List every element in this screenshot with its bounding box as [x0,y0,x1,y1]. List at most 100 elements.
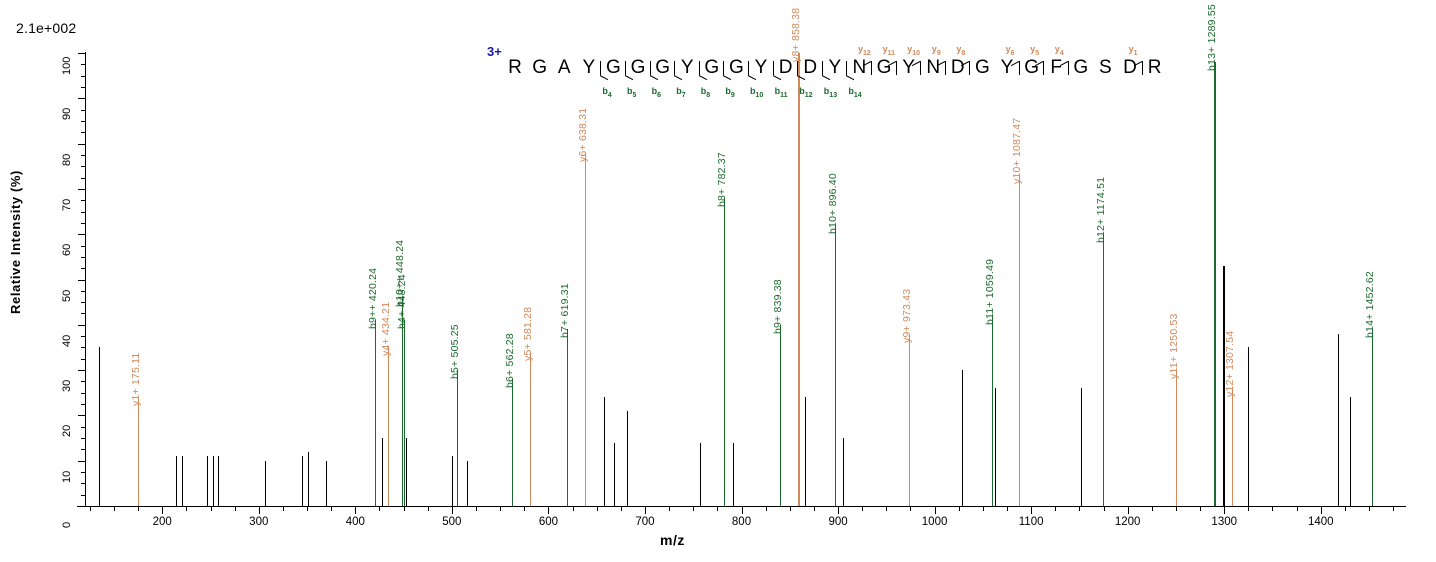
y-ion-label: y5 [1030,44,1040,57]
x-axis-tick-label: 800 [731,516,752,528]
peak-unassigned[interactable] [1349,397,1351,506]
peak-y-ion[interactable] [1231,388,1233,506]
peak-unassigned[interactable] [181,456,183,506]
x-axis-minor-tick [1272,507,1274,511]
x-axis-major-tick [1127,507,1129,514]
peak-b-ion[interactable] [1103,234,1105,506]
sequence-residue: S [1099,57,1112,78]
peak-y-ion[interactable] [908,333,910,506]
x-axis-minor-tick [958,507,960,511]
sequence-residue: Y [582,57,596,78]
y-axis-minor-tick [81,64,85,66]
peak-b-ion[interactable] [834,225,836,506]
peak-unassigned[interactable] [1223,265,1226,506]
peak-unassigned[interactable] [1248,347,1250,506]
peak-b-ion[interactable] [456,370,458,506]
peak-b-ion[interactable] [724,197,726,506]
b-ion-label: b12 [799,86,813,99]
y-ion-cut-mark [969,61,971,75]
y-ion-label: y8 [956,44,966,57]
peak-b-ion[interactable] [404,320,406,506]
peak-y-ion[interactable] [1176,370,1178,506]
sequence-residue: G [1073,57,1089,78]
sequence-residue: Y [902,57,915,78]
y-axis-minor-tick [81,392,85,394]
y-axis-tick-label: 70 [61,198,73,211]
peak-unassigned[interactable] [213,456,215,506]
sequence-residue: G [975,57,990,78]
y-axis-tick-label: 10 [61,470,73,483]
peak-unassigned[interactable] [206,456,208,506]
peak-y-ion[interactable] [585,152,587,506]
peak-unassigned[interactable] [995,388,997,506]
peak-b-ion[interactable] [511,379,513,506]
peak-y-ion[interactable] [530,351,532,506]
peak-unassigned[interactable] [1338,333,1340,506]
x-axis-minor-tick [717,507,719,511]
peak-b-ion[interactable] [567,329,569,506]
peak-unassigned[interactable] [218,456,220,506]
peak-label: b7+ 619.31 [559,283,572,339]
peak-unassigned[interactable] [405,438,407,506]
peak-unassigned[interactable] [732,442,734,506]
peak-unassigned[interactable] [467,460,469,506]
y-axis-major-tick [78,370,85,372]
b-ion-cut-mark [748,61,749,75]
peak-y-ion[interactable] [1019,175,1021,506]
y-axis-minor-tick [81,404,85,406]
x-axis-minor-tick [186,507,188,511]
y-ion-label: y4 [1054,44,1064,57]
b-ion-label: b5 [627,86,637,99]
sequence-residue: Y [680,57,694,78]
peak-unassigned[interactable] [308,451,310,506]
y-axis-major-tick [78,143,85,145]
peak-unassigned[interactable] [614,442,616,506]
peak-b-ion[interactable] [401,297,403,506]
x-axis-minor-tick [982,507,984,511]
x-axis-tick-label: 700 [635,516,655,528]
peak-unassigned[interactable] [805,397,807,506]
peak-label: y8+ 858.38 [789,7,802,62]
peak-unassigned[interactable] [451,456,453,506]
peak-y-ion[interactable] [138,397,140,506]
peak-unassigned[interactable] [403,428,405,506]
peak-unassigned[interactable] [99,347,101,506]
peak-unassigned[interactable] [604,397,606,506]
x-axis-tick-label: 300 [249,516,269,528]
peak-unassigned[interactable] [382,438,384,506]
peak-unassigned[interactable] [1081,388,1083,506]
x-axis-minor-tick [572,507,574,511]
x-axis-minor-tick [1248,507,1250,511]
x-axis-major-tick [934,507,936,514]
peak-unassigned[interactable] [699,442,701,506]
peak-b-ion[interactable] [1371,329,1373,506]
x-axis-major-tick [1320,507,1322,514]
x-axis-minor-tick [620,507,622,511]
x-axis-minor-tick [886,507,888,511]
b-ion-cut-mark [649,61,651,75]
x-axis-minor-tick [113,507,115,511]
peak-unassigned[interactable] [961,370,963,506]
peak-unassigned[interactable] [302,456,304,506]
peak-y-ion[interactable] [797,53,800,506]
b-ion-label: b13 [823,86,838,99]
peak-y-ion[interactable] [388,347,390,506]
peak-b-ion[interactable] [1214,62,1217,506]
peak-b-ion[interactable] [374,320,376,506]
peak-unassigned[interactable] [264,460,266,506]
peak-unassigned[interactable] [326,460,328,506]
y-axis-major-tick [78,460,85,462]
peak-b-ion[interactable] [992,315,994,506]
y-ion-label: y9 [931,44,941,57]
peak-unassigned[interactable] [175,456,177,506]
x-axis-minor-tick [1296,507,1298,511]
peak-unassigned[interactable] [842,438,844,506]
y-axis-major-tick [78,506,85,507]
x-axis-minor-tick [500,507,502,511]
peak-b-ion[interactable] [779,324,781,506]
y-axis-major-tick [78,234,85,236]
x-axis-major-tick [1031,507,1033,514]
peak-unassigned[interactable] [626,410,628,506]
b-ion-cut-mark [674,61,676,75]
y-axis-minor-tick [81,472,85,474]
